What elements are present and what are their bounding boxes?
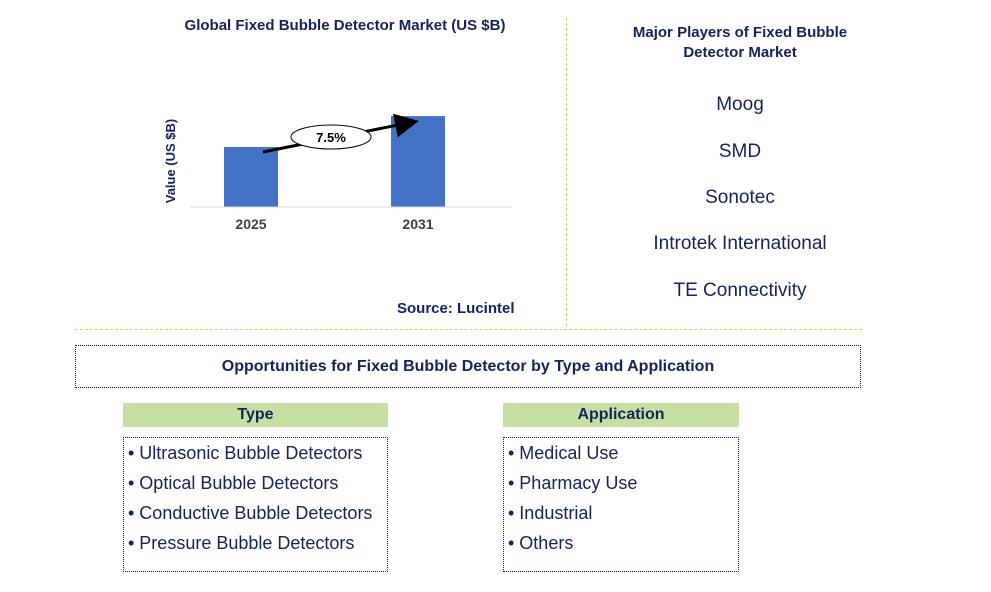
type-header: Type (123, 403, 388, 427)
chart-title: Global Fixed Bubble Detector Market (US … (184, 17, 506, 34)
source-note: Source: Lucintel (397, 300, 515, 317)
opportunities-title-text: Opportunities for Fixed Bubble Detector … (221, 357, 715, 375)
growth-label-bubble (290, 124, 372, 150)
list-item: • Industrial (508, 503, 593, 523)
type-list: • Ultrasonic Bubble Detectors • Optical … (123, 437, 388, 572)
player-item: Sonotec (705, 187, 775, 208)
list-item: • Optical Bubble Detectors (128, 473, 339, 493)
y-axis-label: Value (US $B) (163, 119, 178, 204)
players-title: Major Players of Fixed Bubble Detector M… (632, 24, 848, 61)
bar-2025 (224, 147, 278, 207)
player-item: Moog (716, 94, 764, 115)
application-list: • Medical Use • Pharmacy Use • Industria… (503, 437, 739, 572)
list-item: • Others (508, 533, 574, 553)
player-item: TE Connectivity (673, 280, 807, 301)
x-tick-label: 2031 (402, 216, 433, 232)
application-header: Application (503, 403, 739, 427)
list-item: • Pressure Bubble Detectors (128, 533, 355, 553)
list-item: • Pharmacy Use (508, 473, 638, 493)
x-tick-label: 2025 (235, 216, 266, 232)
list-item: • Conductive Bubble Detectors (128, 503, 373, 523)
list-item: • Ultrasonic Bubble Detectors (128, 443, 363, 463)
list-item: • Medical Use (508, 443, 619, 463)
player-item: SMD (718, 141, 762, 162)
player-item: Introtek International (653, 233, 827, 254)
opportunities-title: Opportunities for Fixed Bubble Detector … (75, 345, 861, 388)
growth-rate-label: 7.5% (316, 130, 346, 145)
growth-annotation: 7.5% (262, 113, 419, 154)
bar-chart: Value (US $B) 2025 2031 7.5% (163, 113, 512, 232)
vertical-divider (566, 18, 567, 326)
bar-2031 (391, 116, 445, 207)
horizontal-divider (75, 329, 862, 330)
